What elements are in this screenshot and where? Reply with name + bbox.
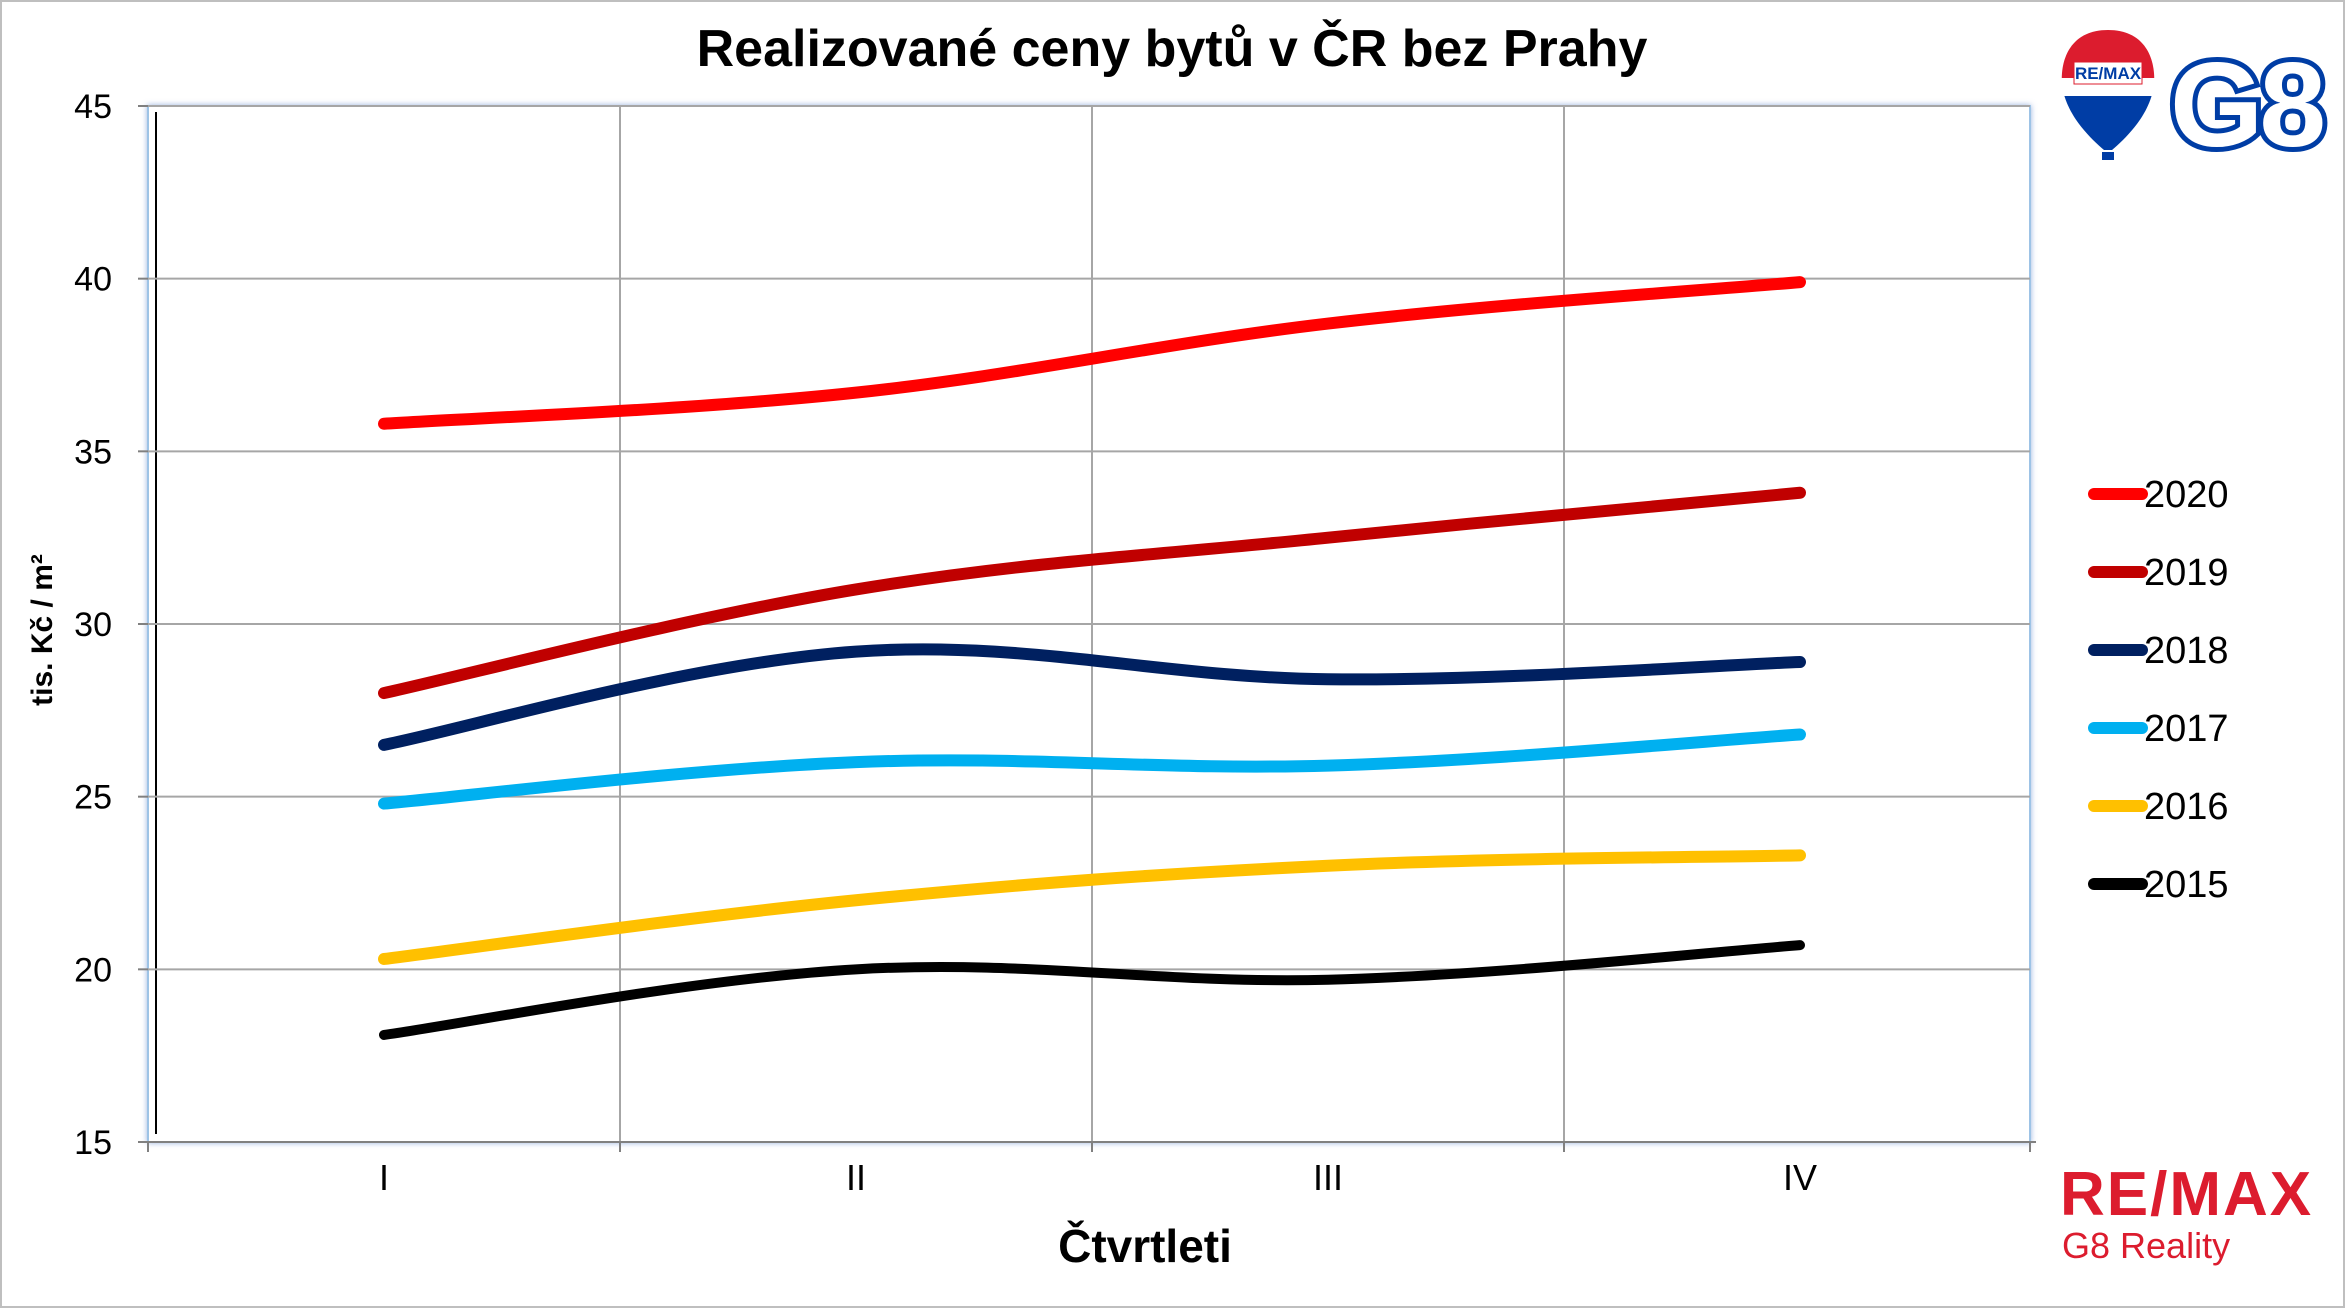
legend: 2020 2019 2018 2017 2016 2015: [2088, 474, 2229, 906]
legend-label-2018: 2018: [2144, 630, 2229, 672]
y-tick-label-40: 40: [74, 261, 112, 299]
y-tick-label-35: 35: [74, 433, 112, 471]
x-tick-label-III: III: [1313, 1157, 1343, 1198]
brand-subtitle: G8 Reality: [2062, 1225, 2230, 1266]
legend-label-2019: 2019: [2144, 552, 2229, 594]
y-tick-label-15: 15: [74, 1124, 112, 1162]
gridlines: [142, 105, 2036, 1152]
legend-label-2017: 2017: [2144, 708, 2229, 750]
series-line-2017: [378, 728, 1806, 810]
chart-title: Realizované ceny bytů v ČR bez Prahy: [697, 19, 1648, 78]
series-line-2016: [378, 849, 1806, 965]
y-axis-label: tis. Kč / m²: [26, 554, 59, 706]
y-tick-label-45: 45: [74, 88, 112, 126]
g8-badge: G8: [2170, 38, 2323, 172]
x-tick-label-II: II: [846, 1157, 866, 1198]
x-axis-label: Čtvrtleti: [1058, 1220, 1232, 1272]
x-tick-label-IV: IV: [1783, 1157, 1817, 1198]
legend-label-2016: 2016: [2144, 786, 2229, 828]
x-axis-ticks: I II III IV: [379, 1157, 1817, 1198]
series-line-2018: [378, 643, 1806, 751]
balloon-text: RE/MAX: [2075, 64, 2142, 83]
y-axis-ticks: 15 20 25 30 35 40 45: [74, 88, 148, 1162]
remax-balloon-logo: RE/MAX: [2061, 30, 2155, 160]
legend-label-2015: 2015: [2144, 864, 2229, 906]
series-line-2015: [379, 940, 1805, 1040]
brand-name: RE/MAX: [2060, 1160, 2313, 1229]
series-line-2020: [378, 276, 1806, 430]
y-tick-label-25: 25: [74, 779, 112, 817]
legend-label-2020: 2020: [2144, 474, 2229, 516]
y-tick-label-30: 30: [74, 606, 112, 644]
series-lines: [378, 276, 1806, 1040]
series-line-2019: [378, 486, 1806, 700]
y-tick-label-20: 20: [74, 951, 112, 989]
x-tick-label-I: I: [379, 1157, 389, 1198]
